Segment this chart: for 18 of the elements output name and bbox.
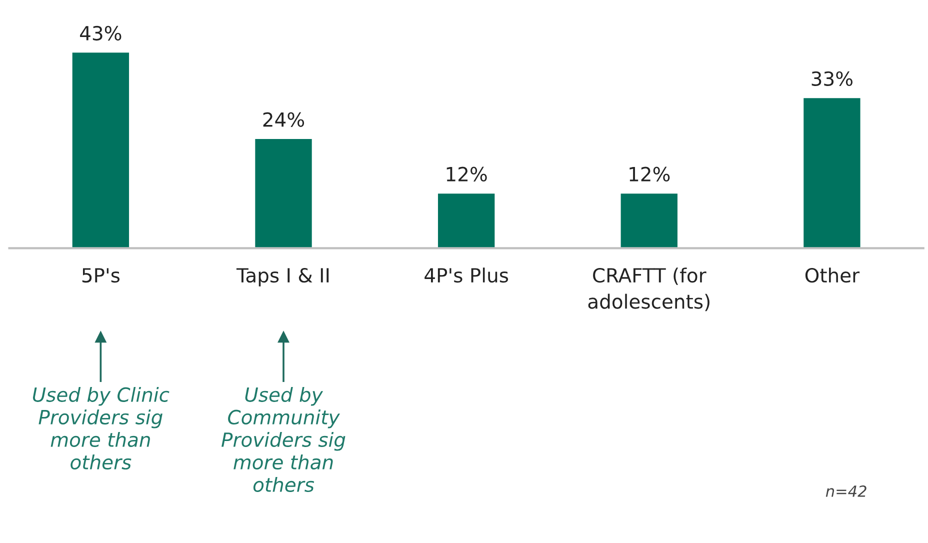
bar <box>72 52 130 248</box>
data-label: 12% <box>630 166 670 182</box>
data-label: 33% <box>812 71 852 86</box>
x-tick-label: CRAFTT (for adolescents) <box>588 268 710 312</box>
text: n=42 <box>826 485 866 497</box>
data-label: 12% <box>446 166 487 182</box>
x-tick-label: Other <box>805 268 860 283</box>
data-label: 24% <box>263 112 304 127</box>
annotation: Used by Community Providers sig more than others <box>222 386 346 492</box>
x-tick-label: Taps I & II <box>236 268 329 286</box>
x-tick-label: 5P's <box>82 268 120 283</box>
bar <box>255 139 312 248</box>
bar <box>804 98 860 248</box>
x-tick-label: 4P's Plus <box>424 268 508 283</box>
bar <box>438 194 495 248</box>
annotation: Used by Clinic Providers sig more than others <box>32 386 170 470</box>
data-label: 43% <box>80 26 122 41</box>
bar <box>620 194 678 248</box>
